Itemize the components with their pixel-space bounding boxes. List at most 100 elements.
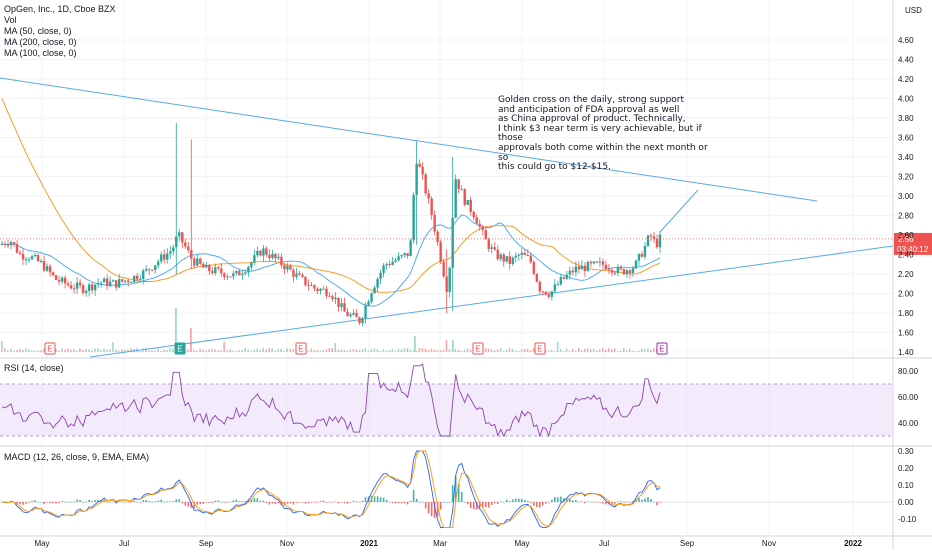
volume-bar (352, 349, 355, 352)
candle-body (430, 198, 433, 215)
candle-body (277, 256, 280, 259)
macd-histogram-bar (172, 501, 175, 502)
macd-histogram-bar (364, 497, 367, 502)
candle-body (493, 247, 496, 250)
macd-histogram-bar (569, 498, 571, 502)
price-tick-label: 1.40 (898, 348, 914, 357)
candle-body (295, 273, 298, 277)
candle-body (412, 194, 415, 241)
candle-body (253, 255, 256, 263)
candle-body (87, 284, 91, 291)
macd-histogram-bar (142, 500, 145, 502)
candle-body (129, 281, 133, 283)
candle-body (580, 265, 584, 270)
candle-body (436, 231, 439, 243)
candle-body (172, 247, 175, 252)
candle-body (469, 199, 472, 212)
volume-bar (130, 348, 132, 352)
rsi-tick-label: 40.00 (898, 419, 919, 428)
price-tick-label: 4.40 (898, 56, 914, 65)
volume-bar (610, 349, 613, 352)
volume-bar (307, 350, 310, 352)
volume-bar (427, 349, 430, 352)
candle-body (511, 257, 514, 264)
volume-bar (442, 349, 445, 352)
legend-ma100[interactable]: MA (100, close, 0) (4, 48, 77, 58)
volume-bar (280, 348, 283, 352)
candle-body (217, 267, 220, 269)
macd-legend[interactable]: MACD (12, 26, close, 9, EMA, EMA) (4, 452, 150, 462)
macd-histogram-bar (268, 502, 271, 505)
candle-body (604, 264, 608, 269)
macd-histogram-bar (97, 499, 99, 502)
volume-bar (463, 350, 466, 352)
candle-body (51, 272, 55, 276)
volume-bar (310, 348, 313, 352)
volume-bar (364, 348, 367, 352)
macd-tick-label: -0.10 (898, 515, 917, 524)
volume-bar (163, 349, 165, 352)
macd-histogram-bar (439, 502, 442, 510)
chart-title[interactable]: OpGen, Inc., 1D, Cboe BZX (4, 4, 116, 14)
rsi-legend[interactable]: RSI (14, close) (4, 363, 64, 373)
idea-annotation: Golden cross on the daily, strong suppor… (498, 95, 708, 173)
macd-histogram-bar (436, 502, 439, 517)
candle-body (241, 273, 244, 276)
candle-body (3, 243, 7, 245)
candle-body (250, 262, 253, 268)
macd-histogram-bar (226, 502, 229, 503)
candle-body (571, 270, 575, 273)
earnings-marker: E (295, 342, 307, 355)
macd-histogram-bar (199, 502, 202, 505)
candle-body (160, 254, 163, 262)
candle-body (388, 263, 391, 265)
candle-body (66, 283, 70, 286)
candle-body (454, 179, 457, 218)
macd-histogram-bar (424, 502, 427, 509)
candle-body (199, 258, 202, 264)
volume-bar (70, 349, 72, 352)
earnings-marker: E (44, 342, 56, 355)
candle-body (490, 247, 493, 249)
candle-body (0, 243, 4, 245)
macd-histogram-bar (572, 500, 574, 502)
macd-histogram-bar (421, 502, 424, 503)
volume-bar (592, 348, 595, 352)
volume-bar (316, 349, 319, 352)
support-trendline (89, 245, 894, 358)
macd-tick-label: 0.10 (898, 481, 914, 490)
macd-histogram-bar (319, 501, 322, 502)
volume-bar (382, 349, 385, 352)
macd-histogram-bar (563, 498, 565, 502)
volume-bar (1, 340, 3, 352)
candle-body (451, 217, 454, 268)
candle-body (262, 248, 265, 256)
candle-body (352, 313, 355, 315)
candle-body (211, 271, 214, 274)
volume-bar (322, 350, 325, 352)
candle-body (111, 280, 115, 282)
legend-ma200[interactable]: MA (200, close, 0) (4, 37, 77, 47)
macd-histogram-bar (590, 501, 592, 503)
volume-bar (613, 348, 616, 352)
candle-body (60, 277, 64, 282)
volume-bar (484, 348, 487, 352)
macd-histogram-bar (514, 498, 517, 502)
candle-body (274, 253, 277, 259)
macd-histogram-bar (304, 502, 307, 504)
legend-vol[interactable]: Vol (4, 15, 17, 25)
candle-body (427, 193, 430, 199)
macd-histogram-bar (121, 501, 123, 503)
volume-bar (172, 348, 174, 352)
macd-histogram-bar (40, 501, 42, 503)
time-tick-label: Sep (199, 539, 214, 548)
legend-ma50[interactable]: MA (50, close, 0) (4, 26, 72, 36)
candle-body (63, 277, 67, 284)
macd-histogram-bar (499, 501, 502, 503)
volume-bar (571, 348, 574, 352)
candle-body (325, 288, 328, 296)
macd-histogram-bar (205, 502, 208, 503)
candle-body (385, 263, 388, 266)
candle-body (226, 276, 229, 278)
